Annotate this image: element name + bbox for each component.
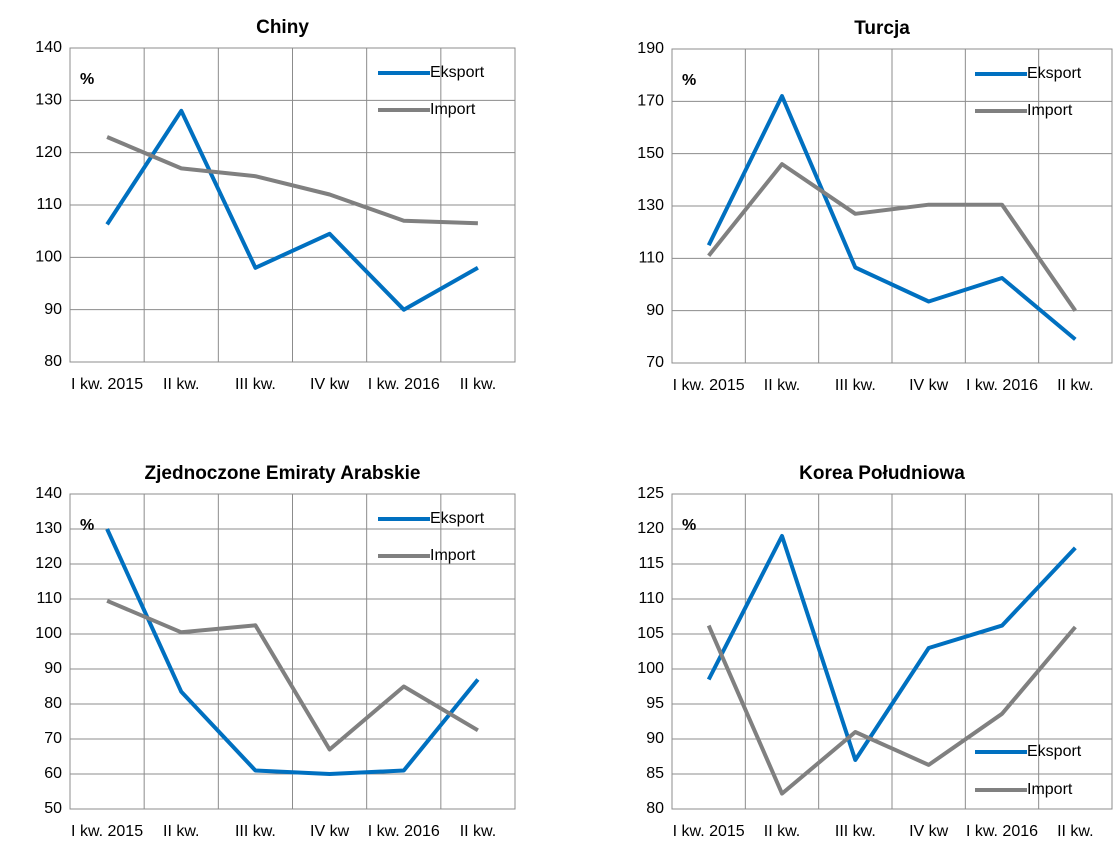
y-tick-label: 170 <box>637 93 664 110</box>
x-tick-label: I kw. 2016 <box>368 823 440 840</box>
y-axis-label: % <box>80 517 94 534</box>
legend-label: Import <box>1027 102 1073 119</box>
x-tick-label: I kw. 2015 <box>673 823 745 840</box>
x-tick-label: II kw. <box>163 376 199 393</box>
y-tick-label: 80 <box>44 695 62 712</box>
y-tick-label: 110 <box>36 196 62 213</box>
x-tick-label: III kw. <box>235 376 276 393</box>
x-tick-label: IV kw <box>909 823 949 840</box>
data-line <box>106 598 479 752</box>
y-tick-label: 100 <box>35 249 62 266</box>
y-tick-label: 60 <box>44 765 62 782</box>
y-tick-label: 80 <box>44 353 62 370</box>
x-tick-label: II kw. <box>460 376 496 393</box>
x-tick-label: II kw. <box>764 823 800 840</box>
y-tick-label: 50 <box>44 800 62 817</box>
y-axis-label: % <box>682 517 696 534</box>
y-tick-label: 140 <box>35 39 62 56</box>
x-tick-label: IV kw <box>310 376 350 393</box>
x-tick-label: II kw. <box>163 823 199 840</box>
x-tick-label: III kw. <box>835 377 876 394</box>
y-tick-label: 130 <box>637 197 664 214</box>
y-tick-label: 90 <box>44 660 62 677</box>
y-tick-label: 110 <box>638 250 664 267</box>
x-tick-label: I kw. 2016 <box>966 823 1038 840</box>
x-tick-label: II kw. <box>764 377 800 394</box>
legend-label: Eksport <box>430 64 485 81</box>
legend-label: Import <box>1027 781 1073 798</box>
y-tick-label: 105 <box>637 625 664 642</box>
chart-title: Chiny <box>256 17 309 38</box>
y-tick-label: 110 <box>36 590 62 607</box>
chart-title: Turcja <box>854 18 910 39</box>
plot-border <box>69 493 516 810</box>
x-tick-label: II kw. <box>460 823 496 840</box>
y-axis-label: % <box>80 71 94 88</box>
y-tick-label: 120 <box>637 520 664 537</box>
y-tick-label: 130 <box>35 92 62 109</box>
y-tick-label: 80 <box>646 800 664 817</box>
y-tick-label: 85 <box>646 765 664 782</box>
x-tick-label: I kw. 2016 <box>368 376 440 393</box>
x-tick-label: I kw. 2015 <box>71 376 143 393</box>
y-tick-label: 90 <box>44 301 62 318</box>
y-tick-label: 125 <box>637 485 664 502</box>
y-tick-label: 110 <box>638 590 664 607</box>
y-axis-label: % <box>682 72 696 89</box>
x-tick-label: III kw. <box>235 823 276 840</box>
plot-border <box>671 493 1113 810</box>
y-tick-label: 150 <box>637 145 664 162</box>
data-line <box>706 534 1077 762</box>
legend-label: Eksport <box>1027 65 1082 82</box>
y-tick-label: 140 <box>35 485 62 502</box>
data-line <box>105 108 479 312</box>
y-tick-label: 190 <box>637 40 664 57</box>
y-tick-label: 70 <box>646 354 664 371</box>
y-tick-label: 90 <box>646 302 664 319</box>
data-line <box>706 624 1077 796</box>
x-tick-label: III kw. <box>835 823 876 840</box>
y-tick-label: 115 <box>638 555 664 572</box>
legend-label: Import <box>430 101 476 118</box>
x-tick-label: IV kw <box>909 377 949 394</box>
y-tick-label: 100 <box>637 660 664 677</box>
legend-label: Eksport <box>430 510 485 527</box>
y-tick-label: 120 <box>35 144 62 161</box>
chart-title: Zjednoczone Emiraty Arabskie <box>145 463 421 484</box>
y-tick-label: 120 <box>35 555 62 572</box>
data-line <box>105 528 480 776</box>
plot-border <box>671 48 1113 364</box>
x-tick-label: IV kw <box>310 823 350 840</box>
data-line <box>707 162 1077 312</box>
y-tick-label: 95 <box>646 695 664 712</box>
chart-title: Korea Południowa <box>799 463 965 484</box>
y-tick-label: 90 <box>646 730 664 747</box>
x-tick-label: I kw. 2016 <box>966 377 1038 394</box>
legend-label: Eksport <box>1027 743 1082 760</box>
legend-label: Import <box>430 547 476 564</box>
plot-border <box>69 47 516 363</box>
y-tick-label: 70 <box>44 730 62 747</box>
x-tick-label: II kw. <box>1057 377 1093 394</box>
y-tick-label: 100 <box>35 625 62 642</box>
data-line <box>706 94 1077 341</box>
x-tick-label: I kw. 2015 <box>673 377 745 394</box>
data-line <box>106 135 478 226</box>
x-tick-label: I kw. 2015 <box>71 823 143 840</box>
x-tick-label: II kw. <box>1057 823 1093 840</box>
y-tick-label: 130 <box>35 520 62 537</box>
